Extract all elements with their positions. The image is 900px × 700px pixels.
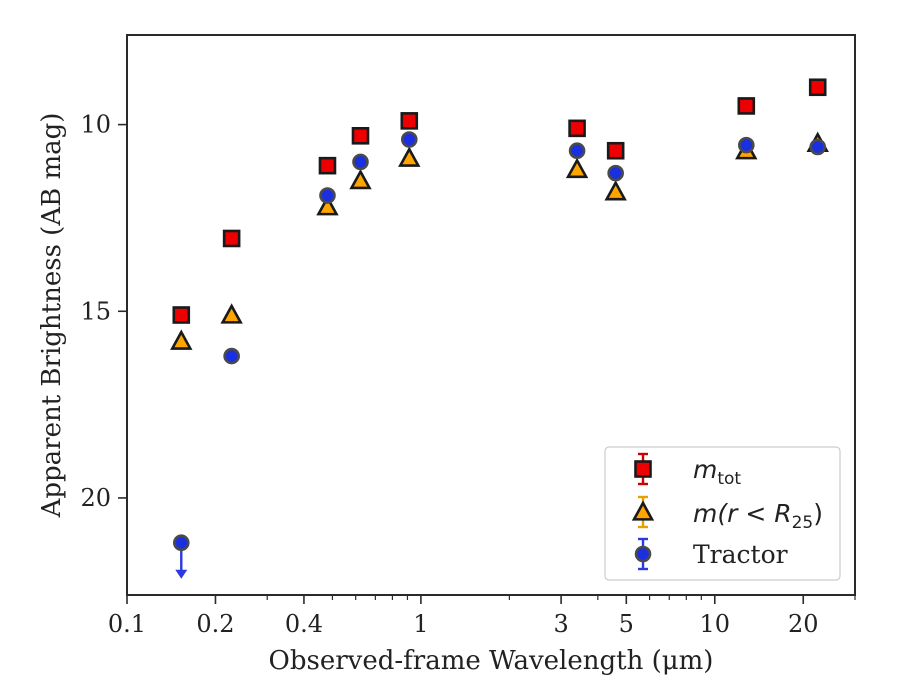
legend-box — [604, 446, 841, 581]
y-tick-label: 20 — [80, 484, 111, 512]
tractor-point — [319, 187, 336, 204]
m-r-r-25-point — [316, 195, 339, 216]
x-tick-label: 0.2 — [196, 610, 234, 638]
legend-markers — [631, 452, 655, 571]
tractor-point — [809, 138, 827, 156]
legend-marker-m-tot — [634, 460, 652, 478]
x-axis-title: Observed-frame Wavelength (μm) — [269, 646, 714, 676]
tractor-point — [400, 131, 418, 148]
x-tick-label: 0.1 — [108, 610, 146, 638]
legend-label-m-r25: m(r < R25) — [693, 499, 823, 533]
legend-marker-tractor — [634, 545, 652, 563]
tractor-point — [223, 347, 240, 365]
m-tot-point — [606, 141, 625, 160]
m-tot-point — [318, 156, 337, 175]
m-r-r-25-point — [170, 329, 193, 350]
x-tick-label: 20 — [788, 610, 819, 638]
m-tot-point — [351, 127, 370, 145]
data-markers — [170, 78, 829, 579]
tractor-point — [737, 136, 755, 154]
m-tot-point — [808, 78, 827, 97]
legend-label-mtot: mtot — [693, 455, 741, 489]
tractor-point — [352, 153, 369, 171]
y-tick-label: 10 — [80, 111, 111, 139]
x-tick-label: 0.4 — [285, 610, 323, 638]
m-r-r-25-point — [565, 157, 589, 179]
legend: mtot m(r < R25) Tractor — [604, 446, 841, 581]
m-tot-point — [172, 306, 191, 324]
tractor-point — [568, 142, 586, 160]
tractor-point — [607, 164, 624, 182]
m-r-r-25-point — [398, 146, 421, 167]
m-r-r-25-point — [220, 303, 243, 324]
y-axis-title: Apparent Brightness (AB mag) — [37, 113, 67, 519]
plot-frame — [126, 34, 856, 596]
x-tick-label: 10 — [700, 610, 731, 638]
x-tick-label: 3 — [553, 610, 568, 638]
y-tick-label: 15 — [80, 297, 111, 325]
m-tot-point — [400, 112, 419, 130]
legend-label-tractor: Tractor — [693, 540, 788, 569]
m-tot-point — [737, 97, 756, 115]
x-tick-label: 5 — [619, 610, 634, 638]
m-r-r-25-point — [349, 168, 372, 190]
x-tick-label: 1 — [413, 610, 428, 638]
legend-marker-m-r-r-25 — [631, 500, 655, 521]
m-tot-point — [568, 119, 586, 138]
m-r-r-25-point — [604, 180, 627, 201]
m-tot-point — [222, 229, 241, 248]
upper-limit-arrow-head — [175, 569, 188, 579]
tick-labels: 0.1 0.2 0.4 1 3 5 10 20 10 15 20 — [80, 111, 818, 638]
tractor-point — [172, 534, 190, 552]
